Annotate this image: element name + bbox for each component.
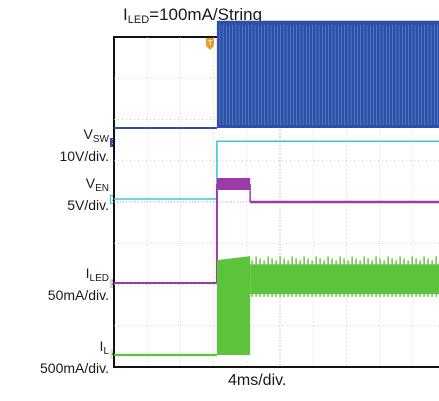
ven-trace — [114, 140, 439, 200]
il-steady-band — [250, 264, 439, 295]
vsw-texture — [219, 24, 438, 125]
iled-ripple — [216, 178, 251, 190]
label-vsw: VSW 10V/div. — [59, 126, 109, 164]
label-iled: ILED 50mA/div. — [47, 265, 109, 303]
label-il: IL 500mA/div. — [40, 338, 109, 376]
chart-title: ILED=100mA/String — [123, 5, 263, 26]
il-startup — [216, 256, 251, 355]
svg-text:T: T — [207, 39, 213, 47]
il-ripple-texture — [251, 256, 437, 297]
x-axis-label: 4ms/div. — [228, 372, 287, 389]
label-ven: VEN 5V/div. — [67, 175, 109, 213]
vsw-switching — [216, 20, 439, 128]
traces — [114, 20, 439, 357]
trigger-marker — [206, 38, 214, 50]
